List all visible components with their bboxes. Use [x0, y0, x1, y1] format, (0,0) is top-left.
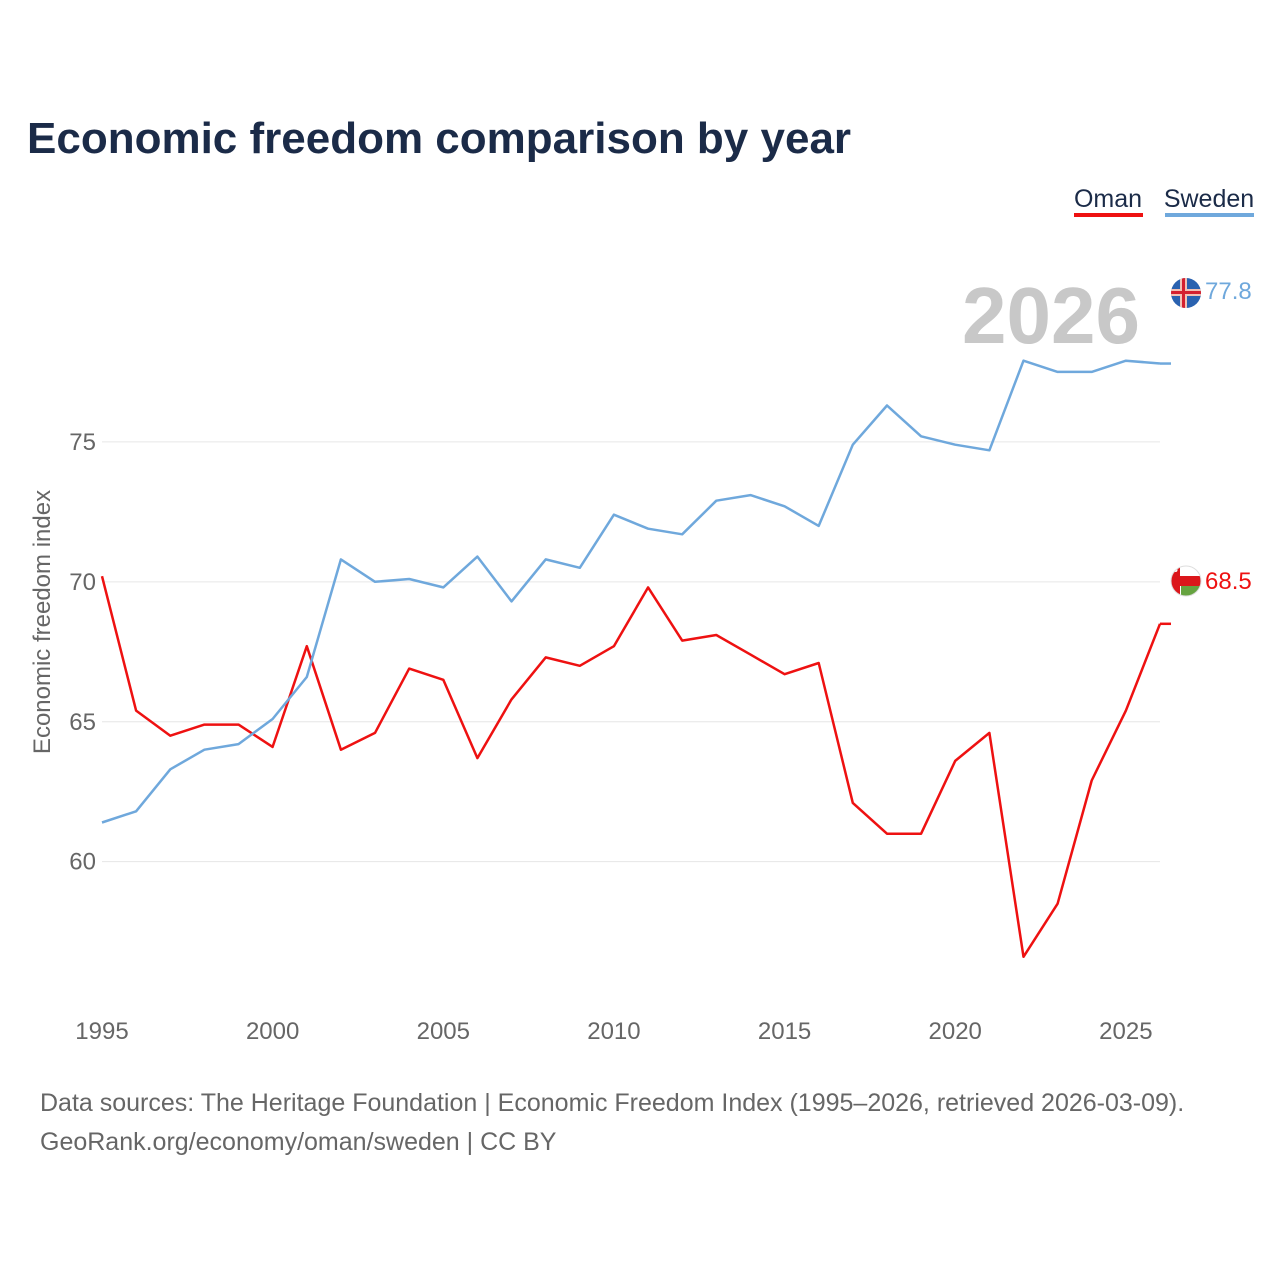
credit-link[interactable]: GeoRank.org/economy/oman/sweden | CC BY	[40, 1128, 557, 1156]
oman-flag-border	[1170, 565, 1202, 597]
year-watermark: 2026	[962, 271, 1140, 360]
series-line-sweden[interactable]	[101, 359, 1161, 824]
x-tick-1995: 1995	[75, 1018, 128, 1045]
y-tick-75: 75	[69, 429, 96, 456]
y-tick-labels: 60 65 70 75	[69, 429, 96, 876]
series-line-oman[interactable]	[100, 575, 1162, 959]
y-tick-60: 60	[69, 849, 96, 876]
legend-swatch-oman	[1074, 213, 1143, 217]
y-tick-70: 70	[69, 569, 96, 596]
legend: Oman Sweden	[1074, 185, 1254, 217]
x-tick-2000: 2000	[246, 1018, 299, 1045]
x-tick-2015: 2015	[758, 1018, 811, 1045]
legend-entry-oman[interactable]: Oman	[1074, 185, 1143, 217]
x-tick-2005: 2005	[417, 1018, 470, 1045]
chart-title: Economic freedom comparison by year	[27, 114, 851, 163]
x-tick-2025: 2025	[1099, 1018, 1152, 1045]
x-tick-2020: 2020	[929, 1018, 982, 1045]
sweden-flag-icon	[1171, 278, 1201, 308]
legend-entry-sweden[interactable]: Sweden	[1164, 185, 1254, 217]
sweden-end-value: 77.8	[1205, 278, 1252, 305]
series-lines	[100, 359, 1171, 959]
legend-label-sweden: Sweden	[1164, 185, 1254, 213]
oman-end-value: 68.5	[1205, 568, 1252, 595]
data-sources: Data sources: The Heritage Foundation | …	[40, 1089, 1184, 1117]
legend-swatch-sweden	[1165, 213, 1254, 217]
x-tick-labels: 1995 2000 2005 2010 2015 2020 2025	[75, 1018, 1152, 1045]
y-axis-label: Economic freedom index	[29, 490, 56, 754]
x-tick-2010: 2010	[587, 1018, 640, 1045]
legend-label-oman: Oman	[1074, 185, 1142, 213]
grid-lines	[102, 441, 1160, 863]
y-tick-65: 65	[69, 709, 96, 736]
